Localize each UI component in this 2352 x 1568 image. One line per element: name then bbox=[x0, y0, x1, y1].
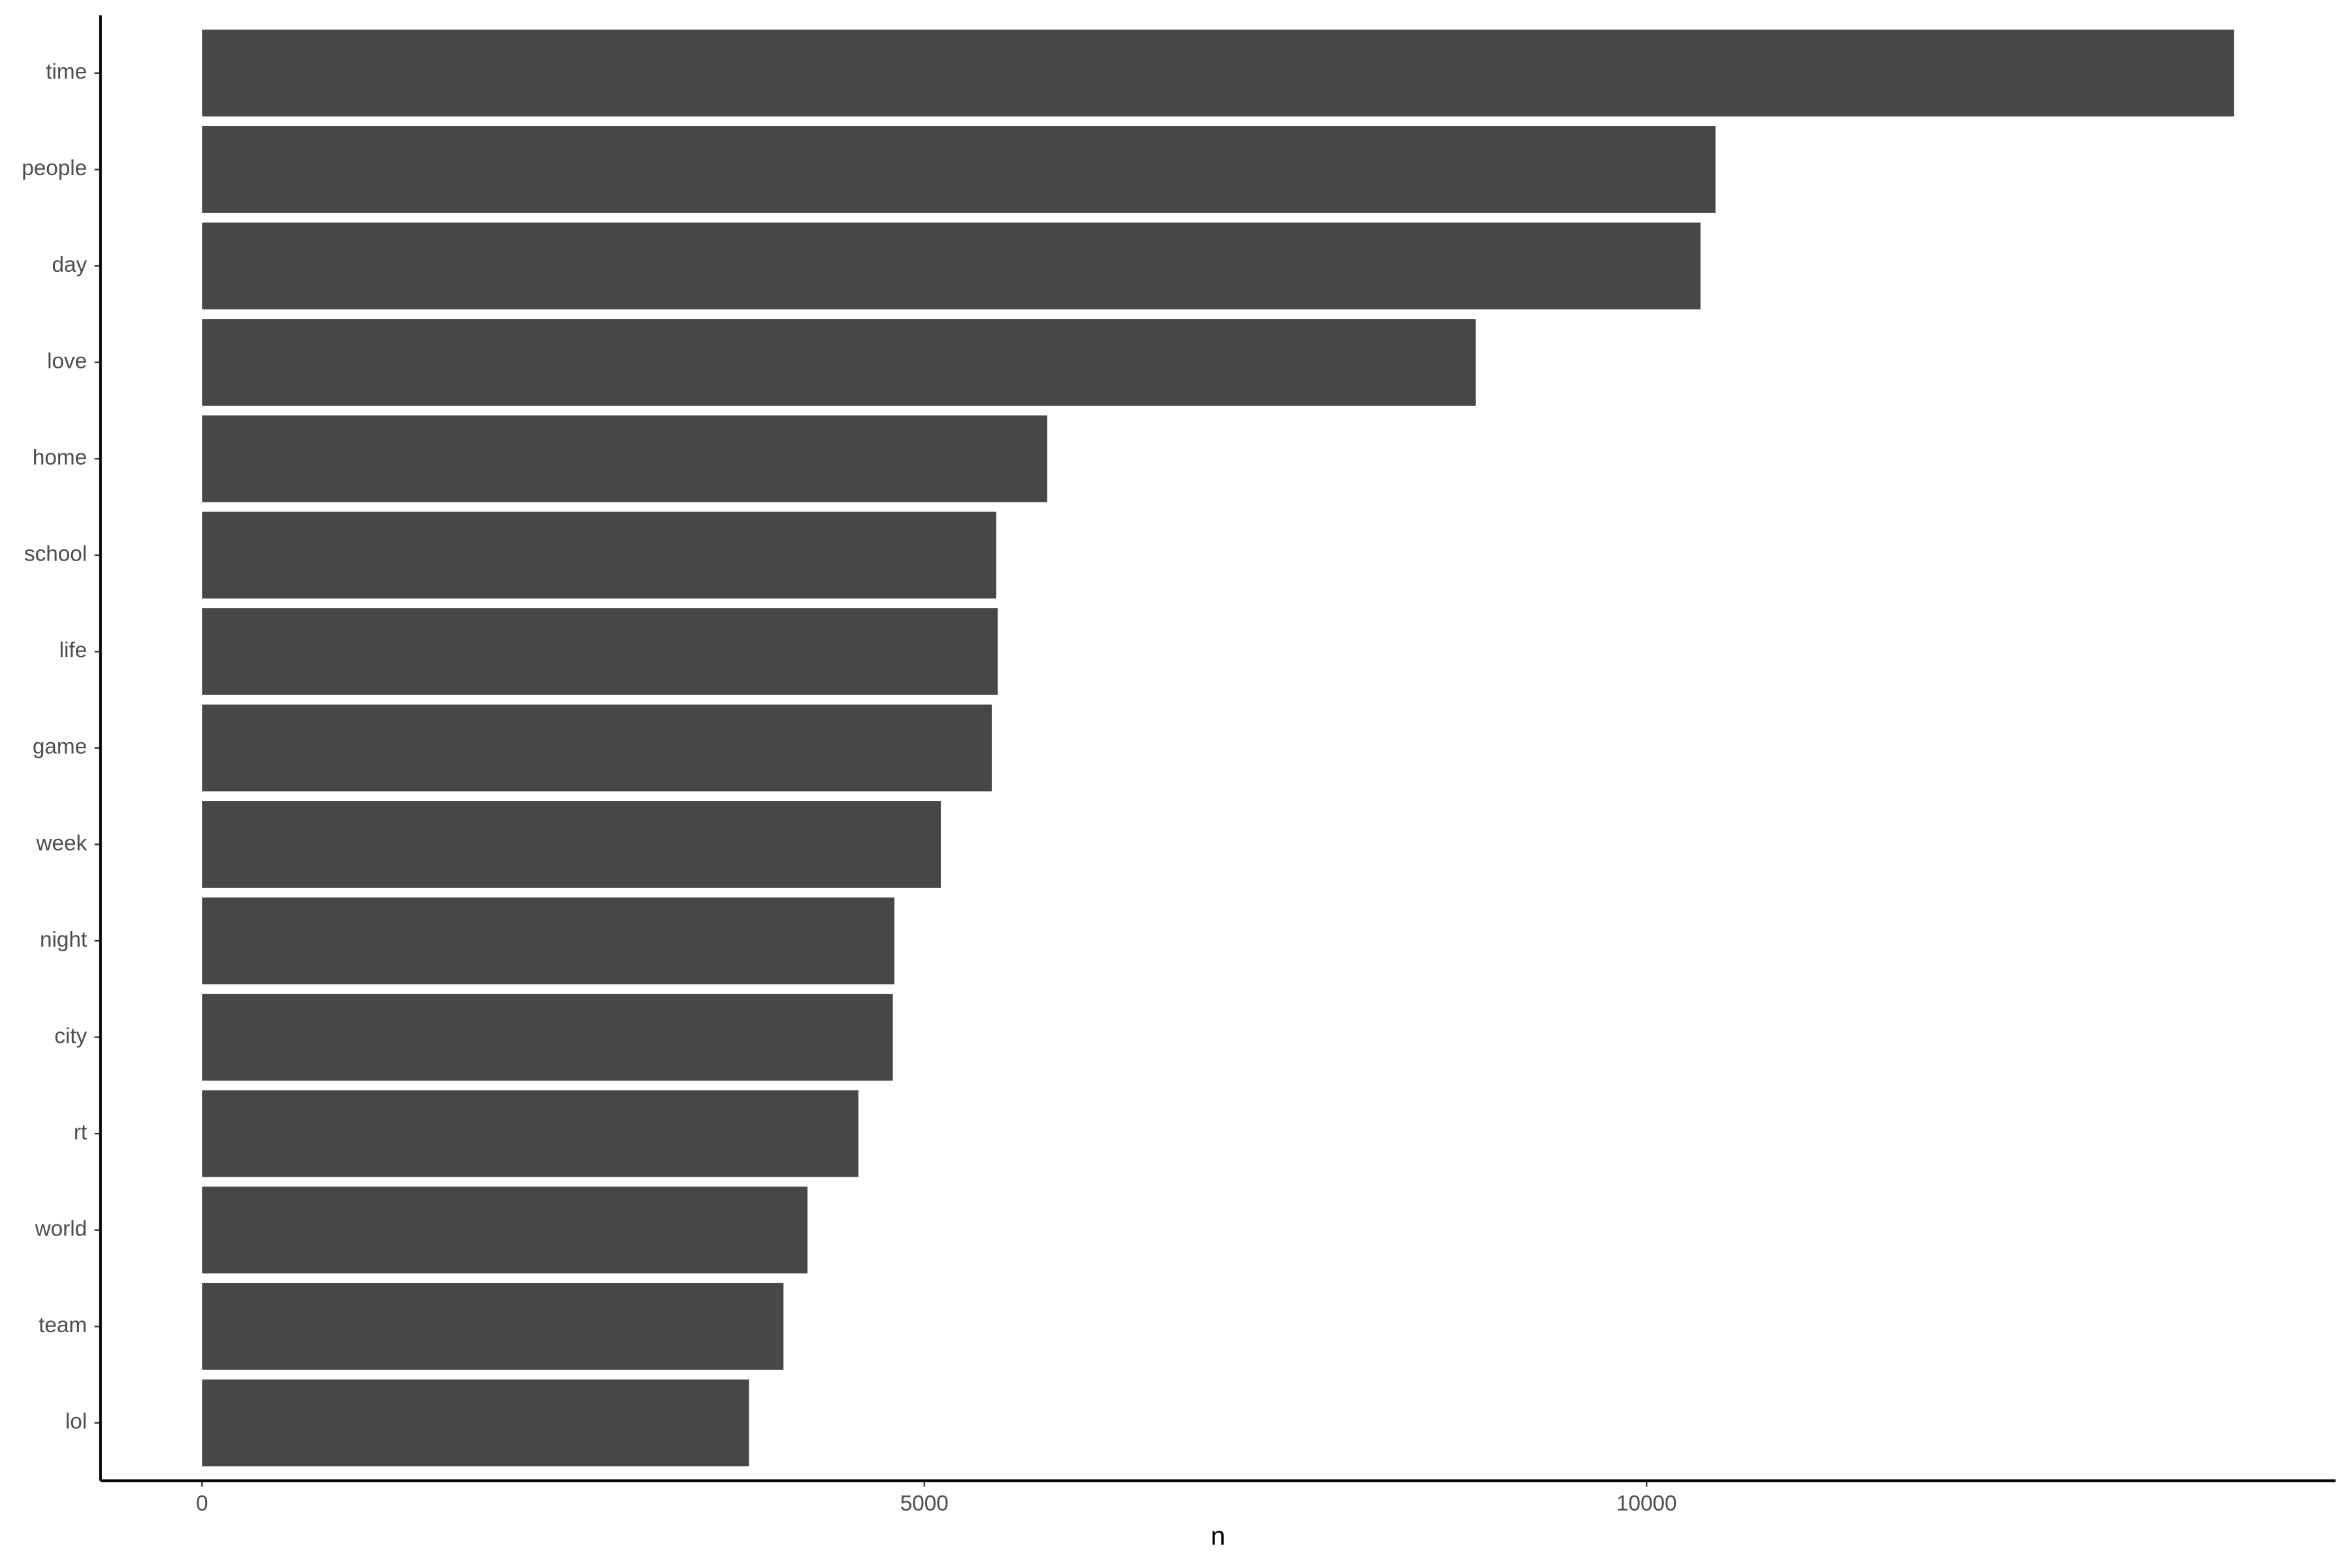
bar bbox=[202, 126, 1716, 213]
bar bbox=[202, 29, 2234, 117]
bar bbox=[202, 1186, 808, 1274]
y-tick-label: world bbox=[35, 1217, 88, 1241]
y-tick-label: game bbox=[33, 735, 87, 759]
y-tick-label: week bbox=[35, 831, 87, 855]
y-tick-label: school bbox=[24, 542, 87, 566]
y-tick-label: team bbox=[39, 1313, 87, 1337]
bar bbox=[202, 1090, 858, 1177]
y-tick-label: life bbox=[59, 638, 88, 662]
bar bbox=[202, 1282, 784, 1370]
y-tick-label: lol bbox=[65, 1410, 87, 1434]
bar bbox=[202, 415, 1047, 502]
y-tick-label: love bbox=[47, 349, 87, 373]
x-axis-title: n bbox=[1211, 1521, 1225, 1550]
bar bbox=[202, 319, 1476, 406]
bar bbox=[202, 994, 893, 1081]
y-tick-label: city bbox=[54, 1024, 87, 1048]
y-tick-label: day bbox=[52, 253, 87, 277]
y-tick-label: night bbox=[40, 928, 87, 952]
y-tick-label: time bbox=[46, 60, 87, 84]
y-tick-label: home bbox=[33, 446, 87, 470]
bar bbox=[202, 801, 941, 888]
bar bbox=[202, 704, 992, 792]
bar bbox=[202, 608, 998, 695]
bar bbox=[202, 512, 996, 599]
y-tick-label: people bbox=[22, 156, 87, 180]
bar bbox=[202, 222, 1701, 310]
y-tick-label: rt bbox=[74, 1120, 87, 1145]
bar bbox=[202, 897, 895, 985]
bar bbox=[202, 1379, 749, 1467]
x-tick-label: 10000 bbox=[1616, 1492, 1677, 1516]
x-tick-label: 5000 bbox=[900, 1492, 949, 1516]
x-tick-label: 0 bbox=[196, 1492, 208, 1516]
